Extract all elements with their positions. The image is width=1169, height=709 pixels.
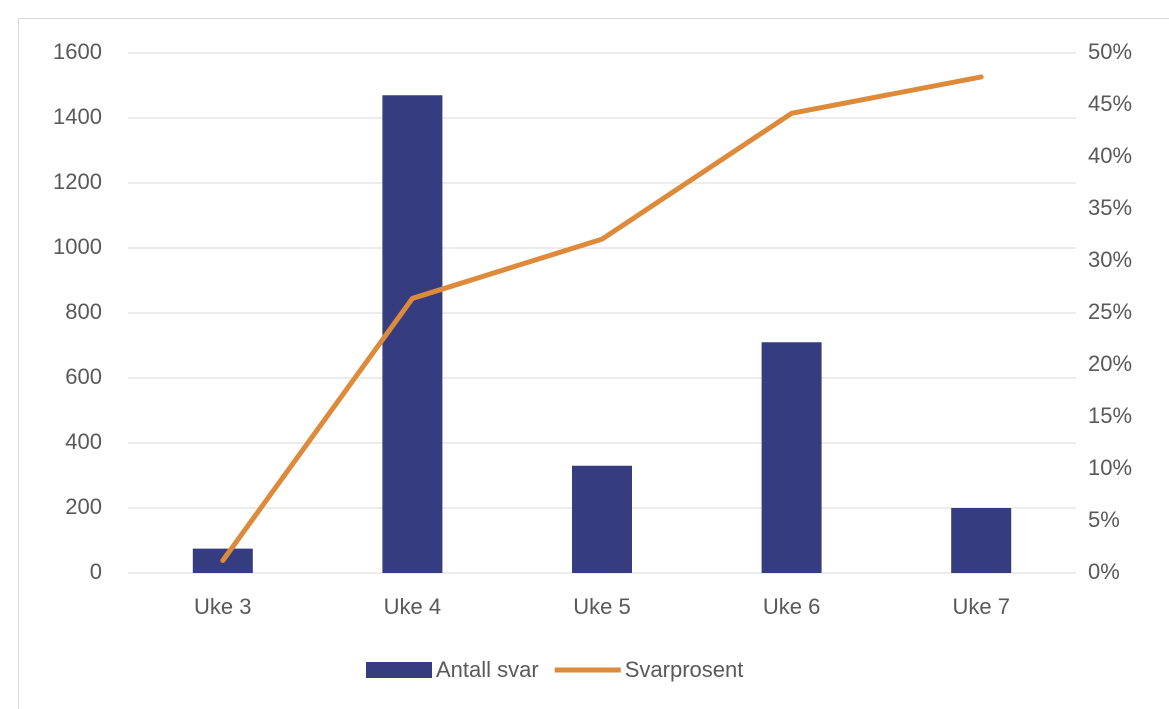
- y-tick-label: 1400: [53, 104, 102, 129]
- x-tick-label: Uke 5: [573, 594, 630, 619]
- bar: [951, 508, 1012, 573]
- x-tick-label: Uke 3: [194, 594, 251, 619]
- chart-frame: [18, 18, 1169, 709]
- y-tick-label: 1600: [53, 39, 102, 64]
- legend-label: Svarprosent: [625, 657, 744, 682]
- y2-tick-label: 25%: [1088, 299, 1132, 324]
- legend-swatch: [366, 662, 432, 678]
- y-tick-label: 1200: [53, 169, 102, 194]
- bar: [572, 465, 632, 573]
- y2-tick-label: 30%: [1088, 247, 1132, 272]
- y2-tick-label: 45%: [1088, 91, 1132, 116]
- y2-tick-label: 5%: [1088, 507, 1120, 532]
- y2-tick-label: 15%: [1088, 403, 1132, 428]
- y2-tick-label: 35%: [1088, 195, 1132, 220]
- y2-tick-label: 20%: [1088, 351, 1132, 376]
- y2-tick-label: 50%: [1088, 39, 1132, 64]
- x-tick-label: Uke 6: [763, 594, 820, 619]
- y-tick-label: 0: [90, 559, 102, 584]
- x-tick-label: Uke 7: [952, 594, 1009, 619]
- line: [220, 74, 984, 564]
- y2-tick-label: 0%: [1088, 559, 1120, 584]
- y-tick-label: 400: [65, 429, 102, 454]
- y-tick-label: 800: [65, 299, 102, 324]
- bar: [761, 342, 822, 573]
- legend-label: Antall svar: [436, 657, 539, 682]
- bar: [382, 95, 443, 573]
- y2-tick-label: 10%: [1088, 455, 1132, 480]
- y-tick-label: 600: [65, 364, 102, 389]
- y2-tick-label: 40%: [1088, 143, 1132, 168]
- x-tick-label: Uke 4: [384, 594, 441, 619]
- y-tick-label: 1000: [53, 234, 102, 259]
- y-tick-label: 200: [65, 494, 102, 519]
